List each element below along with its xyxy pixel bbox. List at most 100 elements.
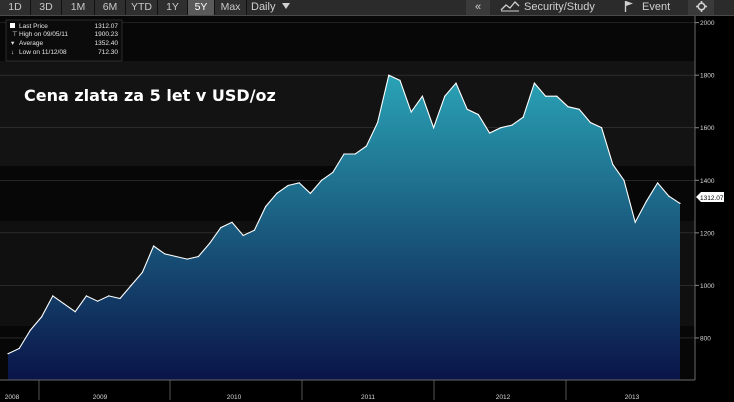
data-point bbox=[477, 114, 479, 116]
data-point bbox=[321, 179, 323, 181]
data-point bbox=[309, 192, 311, 194]
range-button-ytd[interactable]: YTD bbox=[126, 0, 158, 15]
range-button-1m[interactable]: 1M bbox=[62, 0, 95, 15]
data-point bbox=[186, 258, 188, 260]
data-point bbox=[623, 179, 625, 181]
legend-last-price-label: Last Price bbox=[19, 23, 48, 30]
average-marker-icon: ▾ bbox=[11, 40, 15, 47]
data-point bbox=[7, 353, 9, 355]
range-button-1d[interactable]: 1D bbox=[0, 0, 31, 15]
range-button-6m[interactable]: 6M bbox=[95, 0, 126, 15]
low-marker-icon: ↓ bbox=[11, 49, 14, 56]
y-tick-label: 800 bbox=[700, 335, 711, 342]
legend-last-price-value: 1312.07 bbox=[95, 23, 119, 30]
y-tick-label: 2000 bbox=[700, 20, 715, 27]
data-point bbox=[410, 111, 412, 113]
security-study-label: Security/Study bbox=[524, 1, 595, 13]
data-point bbox=[63, 303, 65, 305]
data-point bbox=[164, 253, 166, 255]
data-point bbox=[108, 295, 110, 297]
last-price-marker-label: 1312.07 bbox=[700, 195, 724, 202]
data-point bbox=[29, 329, 31, 331]
data-point bbox=[332, 171, 334, 173]
dropdown-triangle-icon bbox=[281, 3, 290, 9]
legend-box: Last Price 1312.07 ⊤ High on 09/05/11 19… bbox=[5, 19, 123, 62]
y-tick-label: 1000 bbox=[700, 283, 715, 290]
frequency-label: Daily bbox=[251, 1, 276, 13]
data-point bbox=[634, 221, 636, 223]
y-axis-ticks: 2000 1800 1600 1400 1200 1000 800 bbox=[695, 20, 715, 342]
range-button-3d[interactable]: 3D bbox=[31, 0, 62, 15]
x-tick-label: 2011 bbox=[361, 394, 375, 401]
range-button-max[interactable]: Max bbox=[215, 0, 247, 15]
data-point bbox=[455, 82, 457, 84]
chart-toolbar: 1D 3D 1M 6M YTD 1Y 5Y Max Daily « Securi… bbox=[0, 0, 734, 16]
data-point bbox=[354, 153, 356, 155]
chart-study-icon bbox=[500, 1, 520, 12]
x-axis-panel bbox=[0, 380, 734, 402]
data-point bbox=[365, 145, 367, 147]
range-button-1y[interactable]: 1Y bbox=[158, 0, 188, 15]
data-point bbox=[141, 271, 143, 273]
y-tick-label: 1800 bbox=[700, 73, 715, 80]
data-point bbox=[242, 234, 244, 237]
legend-average-value: 1352.40 bbox=[95, 40, 119, 47]
data-point bbox=[175, 255, 177, 258]
data-point bbox=[421, 95, 423, 97]
x-tick-label: 2012 bbox=[496, 394, 511, 401]
high-marker-icon: ⊤ bbox=[12, 31, 18, 38]
data-point bbox=[153, 245, 155, 247]
data-point bbox=[522, 116, 524, 118]
data-point bbox=[209, 242, 211, 244]
collapse-button[interactable]: « bbox=[466, 0, 490, 15]
event-button[interactable]: Event bbox=[624, 0, 670, 15]
data-point bbox=[197, 255, 199, 258]
y-tick-label: 1600 bbox=[700, 125, 715, 132]
data-point bbox=[388, 74, 390, 76]
data-point bbox=[601, 127, 603, 129]
data-point bbox=[556, 95, 558, 97]
y-tick-label: 1200 bbox=[700, 230, 715, 237]
last-price-swatch bbox=[10, 23, 15, 28]
data-point bbox=[500, 127, 502, 129]
data-point bbox=[18, 347, 20, 350]
data-points bbox=[7, 74, 681, 355]
data-point bbox=[74, 311, 76, 313]
data-point bbox=[533, 82, 536, 84]
data-point bbox=[41, 316, 43, 318]
legend-high-label: High on 09/05/11 bbox=[19, 31, 68, 38]
x-tick-label: 2008 bbox=[5, 394, 20, 401]
data-point bbox=[220, 227, 222, 229]
data-point bbox=[612, 163, 614, 166]
data-point bbox=[231, 221, 233, 223]
y-tick-label: 1400 bbox=[700, 178, 715, 185]
security-study-button[interactable]: Security/Study bbox=[500, 0, 595, 15]
data-point bbox=[578, 108, 580, 110]
data-point bbox=[433, 127, 435, 129]
legend-low-value: 712.30 bbox=[98, 49, 118, 56]
frequency-dropdown[interactable]: Daily bbox=[251, 0, 291, 15]
data-point bbox=[657, 182, 659, 184]
data-point bbox=[85, 295, 87, 297]
data-point bbox=[645, 200, 648, 202]
legend-average-label: Average bbox=[19, 40, 43, 47]
x-tick-label: 2009 bbox=[93, 394, 108, 401]
x-axis-ticks: 2008 2009 2010 2011 2012 2013 bbox=[5, 380, 640, 401]
data-point bbox=[298, 182, 300, 184]
range-button-5y[interactable]: 5Y bbox=[188, 0, 215, 15]
data-point bbox=[52, 295, 54, 297]
data-point bbox=[444, 95, 446, 97]
data-point bbox=[97, 300, 99, 302]
settings-button[interactable] bbox=[688, 0, 714, 15]
chart-title: Cena zlata za 5 let v USD/oz bbox=[24, 86, 276, 105]
data-point bbox=[399, 79, 401, 81]
data-point bbox=[567, 106, 569, 108]
last-price-marker: 1312.07 bbox=[696, 192, 724, 202]
data-point bbox=[343, 153, 345, 155]
data-point bbox=[679, 202, 681, 204]
data-point bbox=[265, 206, 267, 208]
gear-icon bbox=[695, 1, 707, 12]
data-point bbox=[466, 108, 468, 110]
data-point bbox=[130, 284, 132, 286]
data-point bbox=[377, 121, 379, 124]
